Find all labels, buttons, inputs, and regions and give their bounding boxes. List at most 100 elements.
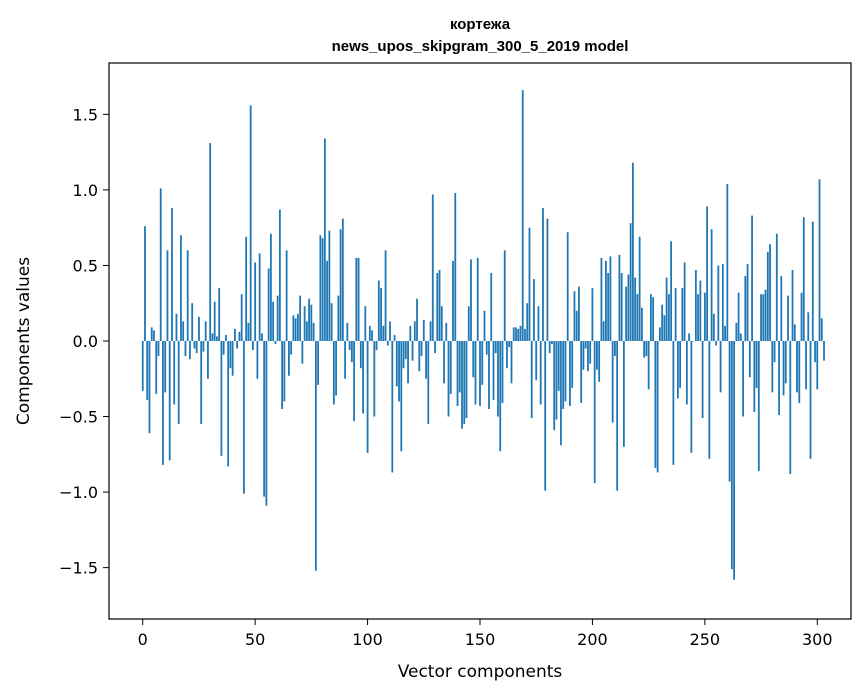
bar-252: [708, 341, 711, 459]
bar-82: [326, 260, 328, 341]
bar-138: [452, 260, 454, 341]
bar-192: [573, 291, 576, 341]
bar-266: [739, 333, 742, 341]
bar-72: [303, 306, 306, 341]
bar-133: [440, 306, 443, 341]
bar-38: [227, 341, 230, 467]
bar-142: [461, 341, 463, 429]
y-tick-label: 1.0: [73, 181, 98, 200]
bar-83: [328, 230, 331, 341]
bar-106: [380, 288, 382, 341]
x-tick-label: 250: [690, 630, 721, 649]
bars-group: [141, 90, 825, 580]
bar-292: [798, 341, 801, 403]
bar-47: [247, 322, 250, 341]
bar-213: [620, 273, 623, 341]
bar-211: [616, 341, 619, 491]
bar-165: [512, 327, 515, 341]
bar-212: [618, 254, 621, 341]
x-axis-label: Vector components: [398, 662, 563, 682]
bar-159: [499, 341, 502, 452]
bar-148: [474, 341, 477, 405]
bar-8: [159, 188, 162, 341]
bar-276: [762, 294, 765, 341]
bar-172: [528, 227, 531, 341]
bar-162: [506, 341, 508, 369]
bar-33: [216, 336, 218, 341]
bar-80: [321, 238, 324, 341]
bar-147: [472, 341, 475, 378]
bar-284: [780, 276, 783, 341]
bar-202: [596, 341, 598, 370]
bar-45: [243, 341, 245, 494]
bar-259: [724, 325, 726, 341]
bar-155: [490, 273, 493, 341]
bar-300: [816, 341, 819, 390]
bar-13: [171, 208, 173, 341]
bar-249: [701, 341, 704, 419]
bar-185: [557, 341, 560, 391]
bar-11: [166, 250, 169, 341]
bar-204: [600, 257, 603, 341]
bar-69: [296, 313, 299, 341]
bar-101: [368, 325, 371, 341]
bar-115: [400, 341, 403, 452]
y-tick-label: −0.5: [59, 408, 98, 427]
bar-149: [476, 257, 479, 341]
bar-23: [193, 341, 196, 349]
bar-295: [805, 341, 807, 390]
bar-135: [445, 322, 448, 341]
bar-31: [211, 333, 214, 341]
bar-4: [150, 327, 153, 341]
bar-206: [605, 260, 607, 341]
bar-129: [431, 194, 434, 341]
bar-264: [735, 322, 738, 341]
bar-118: [407, 341, 409, 384]
bar-197: [584, 341, 587, 349]
bar-63: [283, 341, 286, 402]
bar-260: [726, 183, 729, 341]
bar-190: [569, 341, 571, 406]
y-tick-label: 0.0: [73, 332, 98, 351]
bar-253: [710, 229, 713, 341]
bar-107: [382, 325, 385, 341]
bar-151: [481, 341, 484, 385]
bar-77: [314, 341, 317, 571]
bar-271: [751, 215, 753, 341]
bar-250: [703, 292, 706, 341]
bar-112: [393, 334, 396, 341]
bar-280: [771, 341, 774, 393]
bar-290: [793, 324, 796, 341]
bar-113: [395, 341, 398, 387]
bar-279: [769, 244, 771, 341]
bar-294: [802, 217, 805, 341]
bar-225: [647, 341, 650, 390]
bar-126: [425, 341, 427, 379]
plot-frame: [108, 62, 852, 620]
bar-67: [292, 315, 295, 341]
bar-111: [391, 341, 394, 473]
bar-272: [753, 341, 756, 413]
bar-152: [483, 310, 486, 341]
bar-91: [346, 322, 349, 341]
bar-281: [773, 341, 776, 363]
x-tick-label: 50: [245, 630, 265, 649]
bar-3: [148, 341, 151, 434]
bar-108: [384, 250, 387, 341]
bar-137: [449, 341, 452, 394]
bar-261: [728, 341, 731, 482]
bar-183: [553, 341, 556, 431]
bar-196: [582, 341, 585, 370]
bar-99: [364, 306, 367, 341]
bar-270: [748, 341, 751, 378]
bar-35: [220, 341, 223, 456]
bar-239: [679, 341, 682, 388]
x-tick-label: 300: [802, 630, 833, 649]
bar-68: [294, 318, 297, 341]
bar-233: [665, 277, 668, 341]
bar-302: [820, 318, 823, 341]
bar-241: [683, 262, 686, 341]
bar-242: [685, 341, 688, 405]
bar-40: [231, 341, 234, 376]
